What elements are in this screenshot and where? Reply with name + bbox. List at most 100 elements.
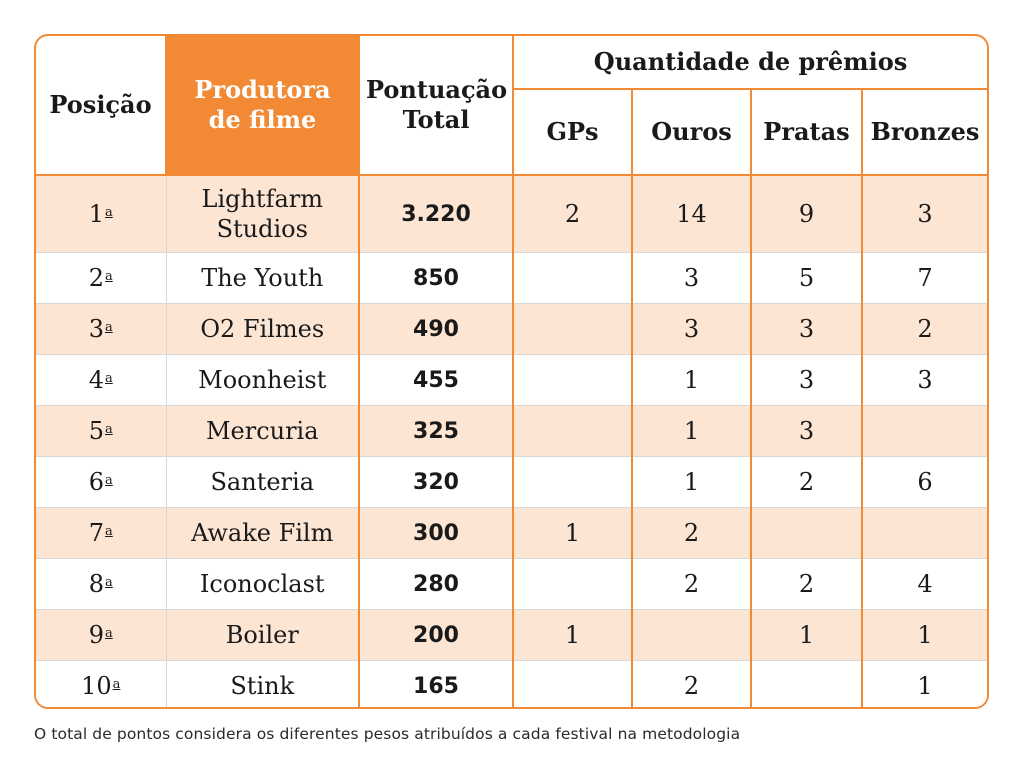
cell-total-points: 455	[359, 354, 514, 406]
header-total-points: Pontuação Total	[359, 36, 514, 176]
cell-golds: 14	[632, 175, 752, 253]
header-gps: GPs	[513, 89, 633, 176]
producer-name: Awake Film	[191, 519, 334, 547]
cell-bronzes: 1	[862, 660, 987, 707]
table-row: 9a Boiler 200 1 1 1	[36, 609, 987, 661]
table-row: 2a The Youth 850 3 5 7	[36, 252, 987, 304]
cell-total-points: 320	[359, 456, 514, 508]
producer-name: Stink	[230, 672, 295, 700]
cell-producer: Moonheist	[166, 354, 360, 406]
ordinal-indicator: a	[105, 269, 113, 284]
header-producer: Produtora de filme	[166, 36, 360, 176]
cell-gps: 1	[513, 507, 633, 559]
cell-silvers: 3	[751, 354, 863, 406]
header-awards-group: Quantidade de prêmios	[513, 36, 987, 90]
cell-position: 10a	[36, 660, 167, 707]
ranking-table: Posição Produtora de filme Pontuação Tot…	[36, 36, 987, 707]
position-number: 5	[88, 417, 104, 445]
producer-name: Moonheist	[198, 366, 327, 394]
cell-total-points: 300	[359, 507, 514, 559]
cell-position: 1a	[36, 175, 167, 253]
table-row: 5a Mercuria 325 1 3	[36, 405, 987, 457]
cell-total-points: 165	[359, 660, 514, 707]
producer-name: The Youth	[201, 264, 324, 292]
cell-total-points: 280	[359, 558, 514, 610]
producer-name: Lightfarm Studios	[201, 185, 324, 243]
cell-position: 5a	[36, 405, 167, 457]
cell-producer: Boiler	[166, 609, 360, 661]
cell-gps	[513, 558, 633, 610]
cell-bronzes: 6	[862, 456, 987, 508]
cell-golds: 2	[632, 507, 752, 559]
table-body: 1a Lightfarm Studios 3.220 2 14 9 3 2a The Youth…	[36, 175, 987, 707]
cell-golds: 2	[632, 558, 752, 610]
cell-gps	[513, 354, 633, 406]
cell-bronzes: 7	[862, 252, 987, 304]
cell-silvers: 5	[751, 252, 863, 304]
cell-position: 4a	[36, 354, 167, 406]
cell-bronzes	[862, 405, 987, 457]
producer-name: Boiler	[225, 621, 299, 649]
position-number: 3	[88, 315, 104, 343]
producer-name: Iconoclast	[199, 570, 325, 598]
cell-position: 6a	[36, 456, 167, 508]
cell-total-points: 3.220	[359, 175, 514, 253]
header-producer-label: Produtora de filme	[194, 75, 331, 134]
position-number: 1	[88, 200, 104, 228]
table-row: 4a Moonheist 455 1 3 3	[36, 354, 987, 406]
footnote: O total de pontos considera os diferente…	[34, 725, 741, 743]
position-number: 6	[88, 468, 104, 496]
cell-bronzes: 1	[862, 609, 987, 661]
ordinal-indicator: a	[105, 524, 113, 539]
header-bronzes: Bronzes	[862, 89, 987, 176]
cell-silvers: 2	[751, 456, 863, 508]
header-total-label: Pontuação Total	[366, 75, 508, 134]
table-header: Posição Produtora de filme Pontuação Tot…	[36, 36, 987, 176]
cell-producer: Awake Film	[166, 507, 360, 559]
ordinal-indicator: a	[105, 371, 113, 386]
cell-silvers: 3	[751, 303, 863, 355]
cell-silvers: 3	[751, 405, 863, 457]
table-row: 8a Iconoclast 280 2 2 4	[36, 558, 987, 610]
position-number: 4	[88, 366, 104, 394]
cell-silvers	[751, 507, 863, 559]
cell-silvers	[751, 660, 863, 707]
cell-silvers: 1	[751, 609, 863, 661]
cell-producer: O2 Filmes	[166, 303, 360, 355]
ordinal-indicator: a	[105, 626, 113, 641]
cell-producer: Mercuria	[166, 405, 360, 457]
cell-golds: 2	[632, 660, 752, 707]
cell-position: 8a	[36, 558, 167, 610]
cell-golds: 1	[632, 405, 752, 457]
producer-name: O2 Filmes	[200, 315, 325, 343]
cell-bronzes	[862, 507, 987, 559]
cell-golds: 1	[632, 456, 752, 508]
cell-total-points: 200	[359, 609, 514, 661]
cell-bronzes: 4	[862, 558, 987, 610]
ranking-table-container: Posição Produtora de filme Pontuação Tot…	[34, 34, 989, 709]
ordinal-indicator: a	[105, 422, 113, 437]
cell-total-points: 325	[359, 405, 514, 457]
cell-gps: 2	[513, 175, 633, 253]
table-row: 6a Santeria 320 1 2 6	[36, 456, 987, 508]
cell-total-points: 850	[359, 252, 514, 304]
cell-silvers: 2	[751, 558, 863, 610]
cell-golds: 1	[632, 354, 752, 406]
header-golds: Ouros	[632, 89, 752, 176]
cell-total-points: 490	[359, 303, 514, 355]
cell-producer: Iconoclast	[166, 558, 360, 610]
cell-golds: 3	[632, 252, 752, 304]
cell-golds: 3	[632, 303, 752, 355]
header-silvers: Pratas	[751, 89, 863, 176]
cell-gps	[513, 660, 633, 707]
table-row: 3a O2 Filmes 490 3 3 2	[36, 303, 987, 355]
position-number: 9	[88, 621, 104, 649]
cell-producer: Stink	[166, 660, 360, 707]
cell-golds	[632, 609, 752, 661]
cell-producer: Santeria	[166, 456, 360, 508]
cell-bronzes: 2	[862, 303, 987, 355]
table-row: 10a Stink 165 2 1	[36, 660, 987, 707]
position-number: 7	[88, 519, 104, 547]
ordinal-indicator: a	[105, 575, 113, 590]
ordinal-indicator: a	[105, 205, 113, 220]
